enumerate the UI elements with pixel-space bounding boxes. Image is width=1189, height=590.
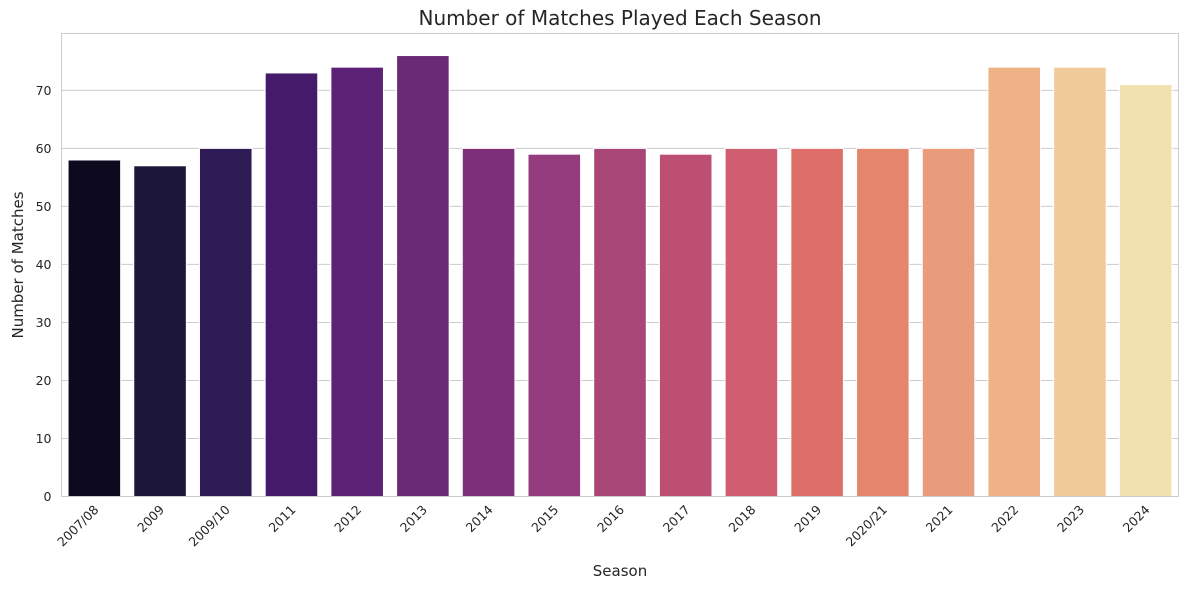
- bars: [67, 55, 1173, 498]
- y-tick-labels: 0 10 20 30 40 50 60 70: [36, 83, 52, 504]
- bar-2020-21: [856, 147, 910, 497]
- x-tick-label: 2009: [134, 502, 167, 535]
- bar-2009: [133, 165, 187, 498]
- x-tick-label: 2024: [1120, 502, 1153, 535]
- bar-2018: [724, 147, 779, 497]
- bar-2007-08: [67, 159, 122, 497]
- bar-2021: [921, 147, 976, 497]
- bar-2011: [264, 72, 319, 497]
- bar-2016: [593, 147, 647, 497]
- x-tick-label: 2016: [594, 502, 627, 535]
- bar-2012: [330, 66, 384, 497]
- bar-2009-10: [198, 147, 253, 497]
- bar-2022: [987, 66, 1042, 497]
- y-tick-label: 0: [44, 489, 52, 504]
- x-tick-label: 2022: [988, 502, 1021, 535]
- chart-title: Number of Matches Played Each Season: [418, 6, 821, 30]
- x-tick-label: 2020/21: [843, 502, 890, 549]
- y-tick-label: 40: [36, 257, 52, 272]
- x-tick-label: 2021: [923, 502, 956, 535]
- plot-frame: [61, 33, 1179, 497]
- x-axis-label: Season: [593, 562, 647, 580]
- y-tick-label: 30: [36, 315, 52, 330]
- x-tick-label: 2013: [397, 502, 430, 535]
- bar-2014: [461, 147, 516, 497]
- bar-2013: [396, 55, 450, 498]
- x-tick-label: 2015: [528, 502, 561, 535]
- x-tick-label: 2019: [791, 502, 824, 535]
- y-tick-label: 20: [36, 373, 52, 388]
- x-tick-label: 2009/10: [186, 502, 233, 549]
- y-tick-label: 60: [36, 141, 52, 156]
- y-tick-label: 10: [36, 431, 52, 446]
- bar-2023: [1053, 66, 1107, 497]
- bar-2019: [790, 147, 844, 497]
- x-tick-label: 2014: [463, 502, 496, 535]
- x-tick-label: 2017: [660, 502, 693, 535]
- y-tick-label: 70: [36, 83, 52, 98]
- y-axis-label: Number of Matches: [9, 191, 27, 338]
- x-tick-label: 2012: [331, 502, 364, 535]
- bar-2024: [1118, 84, 1173, 497]
- x-tick-label: 2011: [265, 502, 298, 535]
- x-tick-label: 2007/08: [54, 502, 101, 549]
- bar-2015: [527, 153, 582, 497]
- x-tick-label: 2023: [1054, 502, 1087, 535]
- bar-2017: [658, 153, 713, 497]
- y-tick-label: 50: [36, 199, 52, 214]
- x-tick-labels: 2007/08 2009 2009/10 2011 2012 2013 2014 2015 20…: [54, 502, 1153, 549]
- x-tick-label: 2018: [725, 502, 758, 535]
